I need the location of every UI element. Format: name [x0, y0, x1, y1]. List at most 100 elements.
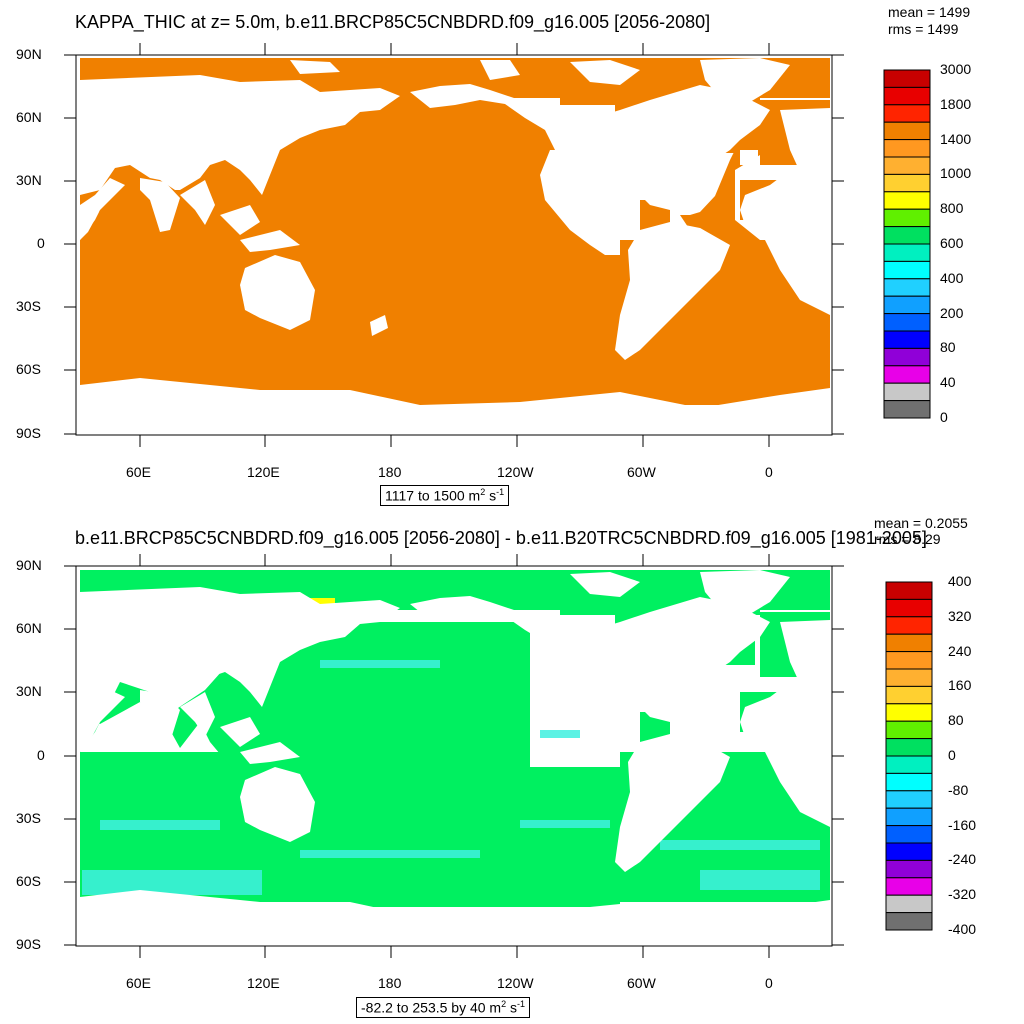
colorbar-swatch [885, 651, 933, 670]
colorbar-label: 80 [948, 712, 964, 729]
lon-label-top-1: 120E [247, 464, 280, 480]
colorbar-label: 160 [948, 677, 972, 694]
lon-label-top-5: 0 [765, 464, 773, 480]
rms-stat-bottom: rms = 8.29 [874, 531, 941, 547]
colorbar-label: 0 [948, 747, 956, 763]
lat-label-bottom-6: 90S [16, 936, 41, 952]
lat-label-top-6: 90S [16, 425, 41, 441]
colorbar-label: -400 [948, 921, 977, 937]
colorbar-label: 600 [940, 235, 964, 251]
colorbar-swatch [885, 790, 933, 809]
lon-label-top-0: 60E [126, 464, 151, 480]
lat-label-bottom-4: 30S [16, 810, 41, 826]
lat-label-top-1: 60N [16, 109, 42, 125]
colorbar-swatch [885, 738, 933, 757]
map-title-bottom: b.e11.BRCP85C5CNBDRD.f09_g16.005 [2056-2… [75, 528, 927, 548]
lat-label-top-3: 0 [37, 235, 45, 251]
colorbar-swatch [885, 581, 933, 600]
lon-label-bottom-0: 60E [126, 975, 151, 991]
colorbar-swatch [885, 720, 933, 740]
colorbar-swatch [883, 260, 931, 280]
lon-label-top-2: 180 [378, 464, 402, 480]
colorbar-label: -240 [948, 851, 977, 868]
lon-label-bottom-4: 60W [627, 975, 656, 991]
colorbar-swatch [883, 365, 931, 384]
colorbar-label: 1000 [940, 165, 972, 182]
lon-label-bottom-1: 120E [247, 975, 280, 991]
colorbar-label: 320 [948, 607, 972, 624]
land-bottom [80, 570, 830, 944]
colorbar-label: 3000 [940, 61, 972, 77]
colorbar-swatch [885, 703, 933, 722]
map-top [64, 43, 844, 447]
rms-stat-top: rms = 1499 [888, 21, 959, 37]
lat-label-bottom-0: 90N [16, 557, 42, 573]
colorbar-swatch [883, 382, 931, 402]
lat-label-top-2: 30N [16, 172, 42, 188]
colorbar-swatch [885, 894, 933, 914]
colorbar-swatch [883, 208, 931, 228]
lon-label-top-4: 60W [627, 464, 656, 480]
colorbar-swatch [883, 86, 931, 106]
colorbar-swatch [885, 772, 933, 792]
lon-label-top-3: 120W [497, 464, 534, 480]
colorbar-swatch [883, 330, 931, 349]
colorbar-swatch [883, 278, 931, 297]
colorbar-label: 200 [940, 304, 964, 321]
lat-label-bottom-2: 30N [16, 683, 42, 699]
colorbar-swatch [885, 807, 933, 827]
map-title-top: KAPPA_THIC at z= 5.0m, b.e11.BRCP85C5CNB… [75, 12, 711, 32]
lat-label-top-5: 60S [16, 361, 41, 377]
colorbar-swatch [883, 139, 931, 158]
colorbar-swatch [883, 313, 931, 332]
map-bottom [64, 554, 844, 958]
colorbar-swatch [885, 825, 933, 844]
colorbar-swatch [883, 156, 931, 175]
colorbar-swatch [883, 121, 931, 141]
lat-ticks-top [64, 54, 844, 435]
lat-label-bottom-3: 0 [37, 747, 45, 763]
lat-label-bottom-5: 60S [16, 873, 41, 889]
colorbar-swatch [883, 243, 931, 262]
colorbar-bottom [885, 581, 933, 931]
colorbar-swatch [885, 842, 933, 861]
colorbar-swatch [885, 877, 933, 896]
colorbar-swatch [883, 191, 931, 210]
colorbar-label: -320 [948, 886, 977, 903]
colorbar-swatch [885, 668, 933, 687]
lat-label-top-4: 30S [16, 298, 41, 314]
colorbar-swatch [885, 598, 933, 618]
colorbar-label: 240 [948, 642, 972, 659]
colorbar-top [883, 69, 931, 419]
lat-label-top-0: 90N [16, 46, 42, 62]
lon-label-bottom-3: 120W [497, 975, 534, 991]
lon-label-bottom-5: 0 [765, 975, 773, 991]
colorbar-label: 1400 [940, 130, 972, 147]
lon-ticks-top [139, 43, 770, 447]
colorbar-swatch [883, 173, 931, 193]
colorbar-label: 0 [940, 409, 948, 425]
colorbar-label: 1800 [940, 95, 972, 112]
colorbar-swatch [883, 69, 931, 88]
mean-stat-bottom: mean = 0.2055 [874, 515, 968, 531]
colorbar-swatch [885, 685, 933, 705]
lat-ticks-bottom [64, 565, 844, 946]
colorbar-swatch [883, 347, 931, 367]
colorbar-label: 40 [940, 374, 956, 391]
colorbar-swatch [885, 912, 933, 931]
colorbar-swatch [885, 616, 933, 635]
colorbar-swatch [883, 295, 931, 315]
range-box-bottom: -82.2 to 253.5 by 40 m2 s-1 [356, 997, 531, 1018]
colorbar-label: 400 [940, 269, 964, 286]
colorbar-label: -160 [948, 816, 977, 833]
colorbar-swatch [885, 755, 933, 774]
colorbar-swatch [885, 859, 933, 879]
colorbar-swatch [885, 633, 933, 653]
colorbar-label: -80 [948, 781, 969, 798]
lat-label-bottom-1: 60N [16, 620, 42, 636]
colorbar-label: 400 [948, 573, 972, 589]
colorbar-swatch [883, 226, 931, 245]
colorbar-label: 80 [940, 339, 956, 356]
colorbar-swatch [883, 104, 931, 123]
